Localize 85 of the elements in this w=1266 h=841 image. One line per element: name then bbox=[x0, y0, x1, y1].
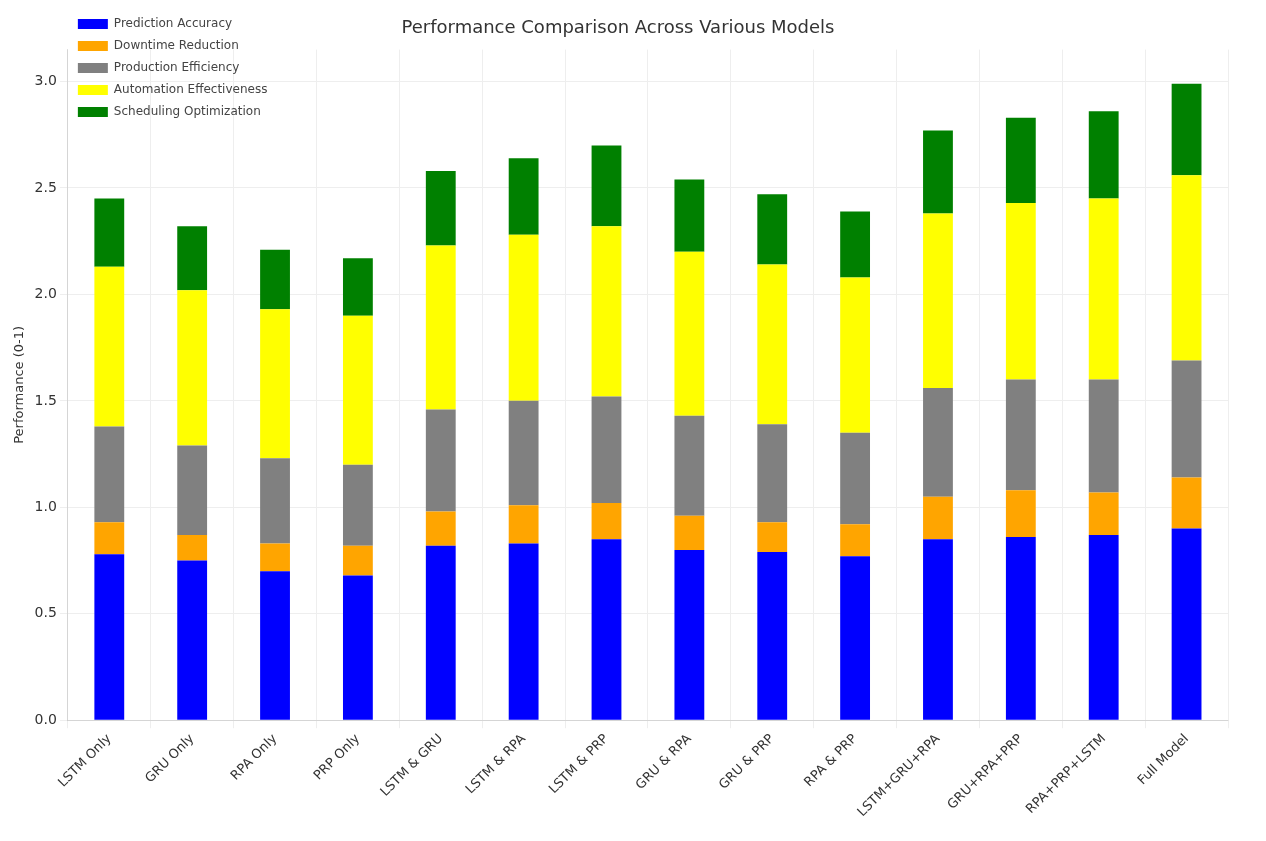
bar bbox=[591, 396, 622, 504]
bar bbox=[342, 258, 373, 316]
x-tick-label: RPA & PRP bbox=[800, 730, 860, 790]
bar bbox=[425, 245, 456, 410]
bar bbox=[1005, 202, 1036, 380]
y-tick-label: 1.5 bbox=[34, 391, 57, 408]
bar bbox=[1088, 379, 1119, 493]
legend-label: Prediction Accuracy bbox=[113, 16, 233, 31]
bar bbox=[591, 503, 622, 540]
bar bbox=[923, 130, 953, 214]
bar bbox=[508, 400, 539, 506]
bar bbox=[757, 194, 788, 265]
bar bbox=[674, 549, 705, 720]
bar bbox=[508, 505, 539, 544]
bar bbox=[1005, 537, 1036, 720]
bar bbox=[177, 445, 208, 535]
bar bbox=[94, 522, 125, 555]
bar bbox=[508, 158, 539, 235]
bar bbox=[1005, 117, 1036, 203]
y-tick-label: 1.0 bbox=[34, 497, 57, 514]
bar bbox=[1171, 528, 1202, 720]
bar bbox=[260, 571, 290, 720]
bar bbox=[260, 309, 290, 459]
bar bbox=[1171, 83, 1202, 176]
legend-label: Downtime Reduction bbox=[113, 38, 239, 53]
legend-label: Scheduling Optimization bbox=[113, 104, 261, 119]
chart-title: Performance Comparison Across Various Models bbox=[401, 16, 835, 38]
y-tick-label: 2.0 bbox=[34, 285, 57, 302]
bar bbox=[260, 458, 290, 544]
bar bbox=[840, 277, 871, 433]
bar bbox=[94, 266, 125, 427]
bar bbox=[923, 213, 953, 389]
bar bbox=[177, 226, 208, 291]
bar bbox=[260, 249, 290, 310]
y-axis-title: Performance (0-1) bbox=[11, 325, 27, 444]
bar bbox=[177, 560, 208, 720]
bar bbox=[1171, 360, 1202, 478]
bar bbox=[923, 539, 953, 720]
bar bbox=[177, 534, 208, 561]
bar bbox=[508, 234, 539, 401]
bar bbox=[840, 432, 871, 525]
bar bbox=[342, 464, 373, 546]
bar bbox=[757, 522, 788, 553]
y-tick-label: 3.0 bbox=[34, 72, 57, 89]
bar bbox=[425, 409, 456, 512]
bar bbox=[923, 388, 953, 497]
bar bbox=[674, 251, 705, 416]
bar bbox=[342, 315, 373, 465]
bar bbox=[674, 515, 705, 550]
bar bbox=[94, 198, 125, 267]
bar bbox=[425, 545, 456, 720]
bar bbox=[1088, 111, 1119, 199]
bar bbox=[425, 170, 456, 246]
bar bbox=[1005, 379, 1036, 491]
bar bbox=[1005, 490, 1036, 538]
bar bbox=[840, 556, 871, 720]
bar bbox=[591, 226, 622, 397]
bar bbox=[591, 145, 622, 227]
bar bbox=[94, 554, 125, 720]
bar bbox=[757, 424, 788, 523]
bar bbox=[342, 575, 373, 720]
bar bbox=[1088, 492, 1119, 535]
bar bbox=[1171, 477, 1202, 529]
legend-label: Production Efficiency bbox=[113, 60, 240, 75]
y-tick-label: 0.0 bbox=[34, 710, 57, 727]
bar bbox=[591, 539, 622, 720]
bar bbox=[1171, 175, 1202, 361]
bar bbox=[674, 415, 705, 516]
bar bbox=[757, 552, 788, 720]
y-tick-label: 2.5 bbox=[34, 178, 57, 195]
bar bbox=[425, 511, 456, 546]
bar bbox=[923, 496, 953, 540]
bar bbox=[840, 524, 871, 557]
bar bbox=[342, 545, 373, 576]
y-tick-label: 0.5 bbox=[34, 604, 57, 621]
bar bbox=[508, 543, 539, 720]
bar bbox=[757, 264, 788, 425]
bar bbox=[260, 543, 290, 572]
bar bbox=[94, 426, 125, 523]
legend-label: Automation Effectiveness bbox=[113, 82, 268, 97]
bar bbox=[177, 290, 208, 446]
bar bbox=[1088, 534, 1119, 720]
bar bbox=[840, 211, 871, 278]
bar bbox=[674, 179, 705, 252]
bar bbox=[1088, 198, 1119, 380]
